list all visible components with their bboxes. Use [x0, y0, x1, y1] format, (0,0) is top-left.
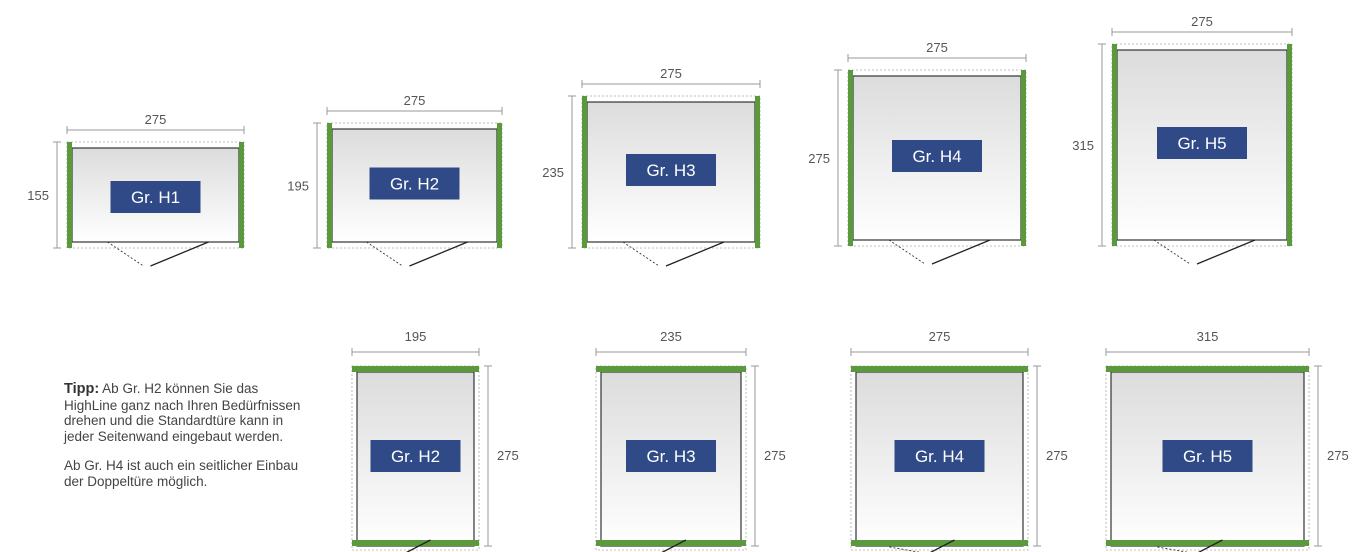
floor-plan: 195 275 Gr. H2: [351, 329, 519, 552]
size-label-text: Gr. H4: [912, 147, 961, 166]
depth-dim-label: 315: [1072, 138, 1094, 153]
depth-dim-label: 275: [764, 448, 786, 463]
size-label-bg: [626, 440, 716, 472]
wall-right: [755, 96, 760, 248]
size-label-bg: [626, 154, 716, 186]
width-dim-label: 275: [926, 40, 948, 55]
size-label-bg: [894, 440, 985, 472]
size-label: Gr. H5: [1162, 440, 1253, 472]
floor-plan: 275 275 Gr. H4: [808, 40, 1027, 265]
wall-right: [1021, 70, 1026, 246]
wall-left: [327, 123, 332, 248]
size-label: Gr. H3: [626, 440, 716, 472]
width-dim-label: 275: [145, 112, 167, 127]
door-swing-left: [888, 239, 926, 265]
floor-plan: 275 155 Gr. H1: [27, 112, 245, 267]
depth-dim-label: 155: [27, 188, 49, 203]
wall-front: [851, 540, 1028, 546]
wall-left: [848, 70, 853, 246]
size-label: Gr. H4: [892, 140, 982, 172]
wall-back: [596, 366, 746, 372]
door-swing-right: [409, 241, 468, 267]
depth-dim-label: 235: [542, 165, 564, 180]
size-label: Gr. H5: [1157, 127, 1247, 159]
door-swing-right: [150, 241, 209, 267]
floor-plan: 275 195 Gr. H2: [287, 93, 503, 267]
size-label: Gr. H1: [110, 181, 201, 213]
door-swing-left: [1157, 546, 1189, 552]
width-dim-label: 275: [1191, 14, 1213, 29]
width-dim-label: 275: [404, 93, 426, 108]
wall-left: [582, 96, 587, 248]
size-label: Gr. H2: [369, 167, 460, 200]
tip-text: Ab Gr. H2 können Sie das HighLine ganz n…: [64, 381, 301, 444]
wall-back: [1106, 366, 1309, 372]
door-swing-right: [931, 239, 991, 265]
wall-front: [1106, 540, 1309, 546]
size-label-bg: [1162, 440, 1253, 472]
floor-plan: 275 235 Gr. H3: [542, 66, 761, 267]
size-label-text: Gr. H1: [131, 188, 180, 207]
door-swing-right: [665, 241, 725, 267]
door-swing-left: [107, 241, 144, 267]
size-label-text: Gr. H2: [391, 447, 440, 466]
depth-dim-label: 275: [1046, 448, 1068, 463]
size-label-text: Gr. H3: [646, 447, 695, 466]
size-label-bg: [892, 140, 982, 172]
width-dim-label: 195: [405, 329, 427, 344]
size-label-bg: [370, 440, 461, 472]
size-label: Gr. H3: [626, 154, 716, 186]
size-label-text: Gr. H4: [915, 447, 964, 466]
size-label-bg: [1157, 127, 1247, 159]
size-label: Gr. H4: [894, 440, 985, 472]
tip-paragraph: Tipp: Ab Gr. H2 können Sie das HighLine …: [64, 381, 304, 444]
door-swing-left: [889, 546, 921, 552]
width-dim-label: 315: [1197, 329, 1219, 344]
wall-right: [239, 142, 244, 248]
wall-right: [1287, 44, 1292, 246]
size-label-text: Gr. H3: [646, 161, 695, 180]
door-swing-left: [1153, 239, 1191, 265]
size-label-text: Gr. H2: [390, 175, 439, 194]
wall-front: [352, 540, 479, 546]
depth-dim-label: 275: [808, 151, 830, 166]
wall-back: [352, 366, 479, 372]
wall-back: [851, 366, 1028, 372]
floor-plan: 275 315 Gr. H5: [1072, 14, 1293, 265]
size-label-text: Gr. H5: [1177, 134, 1226, 153]
size-label-bg: [369, 167, 460, 200]
width-dim-label: 275: [929, 329, 951, 344]
size-label: Gr. H2: [370, 440, 461, 472]
depth-dim-label: 275: [497, 448, 519, 463]
tip-note: Ab Gr. H4 ist auch ein seitlicher Einbau…: [64, 458, 299, 489]
floor-plan: 235 275 Gr. H3: [595, 329, 786, 552]
width-dim-label: 275: [660, 66, 682, 81]
floor-plan: 275 275 Gr. H4: [850, 329, 1068, 552]
depth-dim-label: 195: [287, 179, 309, 194]
door-swing-right: [1196, 239, 1256, 265]
roof-outline: [351, 365, 480, 551]
roof-outline: [595, 365, 747, 551]
depth-dim-label: 275: [1327, 448, 1349, 463]
size-label-text: Gr. H5: [1183, 447, 1232, 466]
tip-box: Tipp: Ab Gr. H2 können Sie das HighLine …: [64, 381, 304, 489]
wall-left: [67, 142, 72, 248]
door-swing-left: [622, 241, 660, 267]
floor-plan: 315 275 Gr. H5: [1105, 329, 1349, 552]
tip-title: Tipp:: [64, 381, 100, 397]
wall-front: [596, 540, 746, 546]
wall-right: [497, 123, 502, 248]
wall-left: [1112, 44, 1117, 246]
door-swing-left: [366, 241, 403, 267]
width-dim-label: 235: [660, 329, 682, 344]
size-label-bg: [110, 181, 201, 213]
